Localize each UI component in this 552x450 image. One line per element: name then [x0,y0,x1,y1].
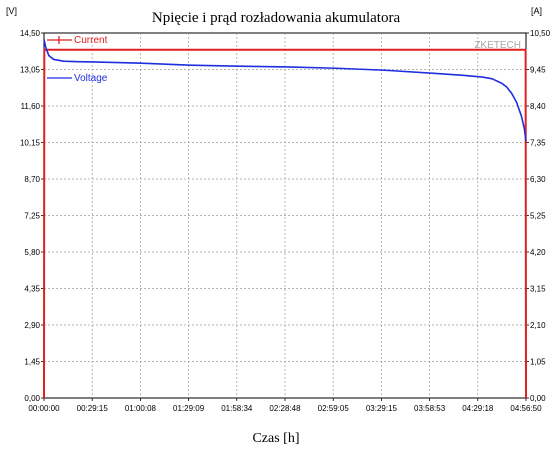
y-left-tick-label: 10,15 [20,139,41,148]
series-current-line [43,48,527,399]
y-right-tick-label: 3,15 [530,285,546,294]
y-right-tick-label: 7,35 [530,139,546,148]
chart-title: Npięcie i prąd rozładowania akumulatora [152,10,401,26]
x-tick-label: 03:58:53 [414,404,446,413]
y-left-tick-label: 1,45 [24,358,40,367]
x-axis-label: Czas [h] [252,431,299,446]
tick-labels: 0,00 0,00 1,45 1,05 2,90 2,10 4,35 3,15 5,80 4,20… [20,29,551,413]
legend-current-label: Current [74,35,108,46]
y-right-tick-label: 1,05 [530,358,546,367]
x-tick-label: 04:29:18 [462,404,494,413]
x-tick-label: 02:59:05 [318,404,350,413]
x-tick-label: 01:00:08 [125,404,157,413]
y-right-tick-label: 4,20 [530,248,546,257]
y-left-tick-label: 4,35 [24,285,40,294]
x-tick-label: 00:29:15 [77,404,109,413]
left-axis-unit: [V] [6,6,17,16]
legend: Current Voltage [47,35,108,84]
y-left-tick-label: 2,90 [24,321,40,330]
right-axis-unit: [A] [531,6,542,16]
x-tick-label: 01:29:09 [173,404,205,413]
y-left-tick-label: 14,50 [20,29,41,38]
y-left-tick-label: 13,05 [20,66,41,75]
x-tick-label: 01:58:34 [221,404,253,413]
y-left-tick-label: 5,80 [24,248,40,257]
y-left-tick-label: 11,60 [21,102,41,111]
x-tick-label: 00:00:00 [28,404,60,413]
y-right-tick-label: 10,50 [530,29,551,38]
x-tick-label: 03:29:15 [366,404,398,413]
watermark: ZKETECH [474,40,521,51]
grid [44,33,526,398]
y-left-tick-label: 7,25 [24,212,40,221]
x-tick-label: 02:28:48 [269,404,301,413]
y-right-tick-label: 9,45 [530,66,546,75]
x-tick-label: 04:56:50 [510,404,542,413]
y-left-tick-label: 0,00 [24,394,40,403]
y-right-tick-label: 5,25 [530,212,546,221]
series-voltage-line [43,39,527,142]
series-lines [43,39,527,399]
y-right-tick-label: 0,00 [530,394,546,403]
legend-voltage-label: Voltage [74,73,108,84]
y-right-tick-label: 2,10 [530,321,546,330]
y-right-tick-label: 8,40 [530,102,546,111]
y-left-tick-label: 8,70 [24,175,40,184]
y-right-tick-label: 6,30 [530,175,546,184]
